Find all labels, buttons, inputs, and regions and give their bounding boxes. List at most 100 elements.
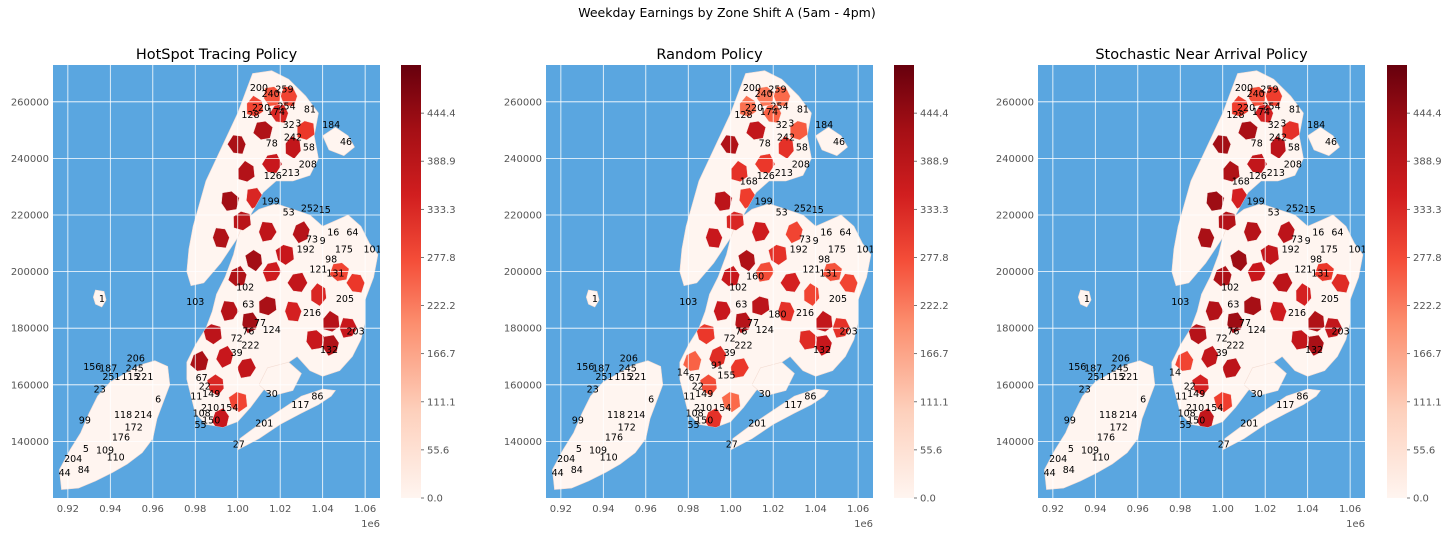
zone-label: 27 bbox=[1218, 440, 1230, 451]
zone-label: 201 bbox=[748, 419, 766, 430]
zone-label: 32 bbox=[283, 120, 295, 131]
colorbar-tick-label: 0.0 bbox=[920, 494, 936, 505]
zone-label: 99 bbox=[1064, 416, 1076, 427]
zone-label: 192 bbox=[297, 244, 315, 255]
zone-label: 84 bbox=[1063, 465, 1075, 476]
zone-label: 242 bbox=[777, 133, 795, 144]
zone-label: 156 bbox=[1068, 362, 1086, 373]
zone-label: 150 bbox=[1187, 416, 1205, 427]
zone-polygon bbox=[258, 221, 277, 242]
zone-label: 30 bbox=[759, 389, 771, 400]
zone-label: 98 bbox=[1310, 254, 1322, 265]
zone-label: 154 bbox=[713, 403, 731, 414]
zone-label: 73 bbox=[306, 235, 318, 246]
zone-label: 124 bbox=[756, 325, 774, 336]
zone-label: 174 bbox=[760, 107, 778, 118]
zone-label: 16 bbox=[820, 227, 832, 238]
colorbar-tick-label: 111.1 bbox=[1413, 397, 1442, 408]
zone-label: 117 bbox=[291, 400, 309, 411]
zone-label: 32 bbox=[776, 120, 788, 131]
zone-label: 23 bbox=[1079, 385, 1091, 396]
zone-label: 72 bbox=[1216, 334, 1228, 345]
zone-label: 254 bbox=[1263, 102, 1281, 113]
y-tick-label: 160000 bbox=[504, 380, 542, 391]
zone-label: 200 bbox=[743, 83, 761, 94]
land-staten bbox=[552, 360, 664, 490]
x-tick-label: 0.96 bbox=[1127, 504, 1149, 515]
zone-polygon bbox=[745, 120, 766, 140]
zone-polygon bbox=[704, 407, 723, 428]
zone-label: 77 bbox=[747, 318, 759, 329]
zone-label: 168 bbox=[1232, 177, 1250, 188]
zone-label: 55 bbox=[1180, 420, 1192, 431]
zone-label: 15 bbox=[1304, 205, 1316, 216]
zone-label: 103 bbox=[186, 297, 204, 308]
zone-label: 240 bbox=[755, 89, 773, 100]
zone-label: 27 bbox=[233, 440, 245, 451]
colorbar-tick-label: 388.9 bbox=[1413, 157, 1442, 168]
figure-suptitle: Weekday Earnings by Zone Shift A (5am - … bbox=[578, 5, 876, 20]
zone-label: 131 bbox=[819, 269, 837, 280]
zone-label: 245 bbox=[1111, 363, 1129, 374]
land-staten bbox=[59, 360, 171, 490]
colorbar-tick-label: 444.4 bbox=[427, 109, 456, 120]
land-queensBrooklyn bbox=[679, 203, 872, 428]
zone-label: 204 bbox=[64, 454, 82, 465]
zone-label: 184 bbox=[1307, 120, 1325, 131]
zone-label: 103 bbox=[1171, 297, 1189, 308]
zone-label: 187 bbox=[99, 363, 117, 374]
zone-label: 208 bbox=[299, 160, 317, 171]
zone-label: 115 bbox=[121, 372, 139, 383]
x-tick-label: 1.00 bbox=[1212, 504, 1234, 515]
zone-label: 3 bbox=[788, 119, 794, 130]
x-tick-label: 1.00 bbox=[227, 504, 249, 515]
x-tick-label: 1.04 bbox=[1297, 504, 1319, 515]
zone-polygon bbox=[296, 120, 315, 141]
zone-label: 204 bbox=[557, 454, 575, 465]
colorbar-tick-label: 222.2 bbox=[1413, 301, 1442, 312]
zone-label: 254 bbox=[771, 102, 789, 113]
zone-polygon bbox=[815, 310, 833, 333]
zone-label: 176 bbox=[605, 433, 623, 444]
zone-label: 203 bbox=[840, 327, 858, 338]
zone-label: 3 bbox=[1280, 119, 1286, 130]
zone-label: 72 bbox=[724, 334, 736, 345]
zone-label: 203 bbox=[347, 327, 365, 338]
zone-label: 81 bbox=[1289, 104, 1301, 115]
x-tick-label: 0.92 bbox=[57, 504, 79, 515]
zone-polygon bbox=[1206, 191, 1225, 212]
zone-label: 109 bbox=[96, 445, 114, 456]
y-tick-label: 160000 bbox=[11, 380, 49, 391]
zone-label: 76 bbox=[1227, 327, 1239, 338]
zone-label: 110 bbox=[600, 452, 618, 463]
zone-polygon bbox=[227, 134, 247, 155]
zone-label: 187 bbox=[1084, 363, 1102, 374]
zone-label: 117 bbox=[1276, 400, 1294, 411]
zone-label: 210 bbox=[694, 403, 712, 414]
zone-label: 252 bbox=[301, 203, 319, 214]
colorbar-gradient bbox=[894, 65, 914, 498]
zone-label: 76 bbox=[735, 327, 747, 338]
y-tick-label: 200000 bbox=[504, 267, 542, 278]
zone-label: 44 bbox=[59, 468, 71, 479]
zone-polygon bbox=[1205, 300, 1224, 322]
land-zone1 bbox=[1077, 289, 1092, 308]
zone-label: 192 bbox=[790, 244, 808, 255]
zone-label: 46 bbox=[1325, 137, 1337, 148]
zone-label: 109 bbox=[589, 445, 607, 456]
x-tick-label: 0.98 bbox=[184, 504, 206, 515]
colorbar-tick-label: 111.1 bbox=[427, 397, 456, 408]
zone-polygon bbox=[739, 95, 757, 117]
zone-label: 110 bbox=[107, 452, 125, 463]
land-staten bbox=[1044, 360, 1156, 490]
zone-label: 252 bbox=[1286, 203, 1304, 214]
zone-polygon bbox=[292, 220, 311, 244]
x-tick-label: 1.06 bbox=[847, 504, 869, 515]
zone-label: 172 bbox=[618, 423, 636, 434]
zone-label: 150 bbox=[695, 416, 713, 427]
zone-label: 15 bbox=[319, 205, 331, 216]
zone-polygon bbox=[705, 227, 723, 249]
zone-label: 63 bbox=[242, 300, 254, 311]
zone-label: 245 bbox=[619, 363, 637, 374]
